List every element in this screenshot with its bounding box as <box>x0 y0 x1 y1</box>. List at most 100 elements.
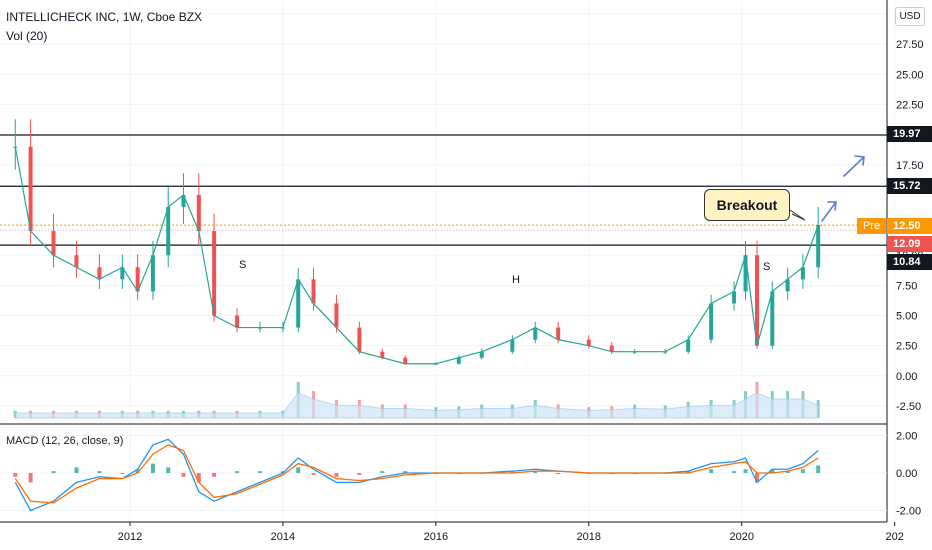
macd-histogram-bar <box>380 471 385 473</box>
label-head: H <box>512 274 520 286</box>
time-tick-label: 202 <box>885 531 903 543</box>
macd-histogram-bar <box>785 471 790 473</box>
level-tag-15-72: 15.72 <box>887 178 932 194</box>
macd-histogram-bar <box>533 471 538 473</box>
macd-histogram-bar <box>150 463 155 473</box>
candle-body <box>357 327 362 352</box>
up-arrows <box>821 155 865 222</box>
candle-body <box>166 206 171 256</box>
volume-indicator-label[interactable]: Vol (20) <box>6 29 48 43</box>
candle-body <box>709 303 714 340</box>
candle-body <box>334 303 339 328</box>
price-tick-label: 7.50 <box>896 280 917 292</box>
time-tick-label: 2014 <box>271 531 295 543</box>
macd-histogram-bar <box>212 473 217 477</box>
price-axis-ticks: 30.0027.5025.0022.5017.5010.007.505.002.… <box>896 9 924 413</box>
macd-line <box>14 438 819 512</box>
volume-ma-area <box>14 392 819 419</box>
macd-histogram-bar <box>556 473 561 474</box>
macd-histogram-bar <box>166 467 171 473</box>
price-tick-label: 2.50 <box>896 341 917 353</box>
macd-histogram-bar <box>135 469 140 473</box>
macd-histogram-bar <box>357 473 362 475</box>
macd-histogram-bar <box>334 473 339 477</box>
candle-body <box>403 357 408 364</box>
time-tick-label: 2016 <box>424 531 448 543</box>
macd-title: MACD (12, 26, close, 9) <box>6 435 123 447</box>
price-series-line <box>14 146 819 365</box>
breakout-callout[interactable]: Breakout <box>704 189 790 221</box>
macd-axis-ticks: 2.00 0.00 -2.00 <box>896 431 921 518</box>
candle-body <box>296 279 301 328</box>
macd-histogram-bar <box>296 467 301 473</box>
candle-body <box>586 339 591 346</box>
macd-histogram <box>13 463 821 483</box>
macd-histogram-bar <box>120 473 125 474</box>
chart-title: INTELLICHECK INC, 1W, Cboe BZX <box>6 10 203 24</box>
candle-body <box>196 194 201 232</box>
price-candles <box>13 119 821 365</box>
macd-tick-label: 0.00 <box>896 468 917 480</box>
candle-body <box>212 231 217 316</box>
level-tag-19-97: 19.97 <box>887 126 932 142</box>
price-tick-label: 17.50 <box>896 160 924 172</box>
candle-body <box>311 279 316 304</box>
candle-body <box>51 231 56 256</box>
price-tick-label: 22.50 <box>896 99 924 111</box>
signal-line <box>14 444 819 504</box>
macd-histogram-bar <box>709 469 714 473</box>
candle-body <box>120 267 125 280</box>
candle-body <box>785 279 790 292</box>
macd-tick-label: -2.00 <box>896 506 921 518</box>
candle-body <box>456 357 461 364</box>
macd-histogram-bar <box>181 473 186 477</box>
candle-body <box>800 267 805 280</box>
price-tick-label: -2.50 <box>896 401 921 413</box>
macd-histogram-bar <box>686 471 691 473</box>
candle-body <box>732 291 737 304</box>
currency-button[interactable]: USD <box>895 7 925 26</box>
price-tick-label: 5.00 <box>896 311 917 323</box>
candle-body <box>380 351 385 358</box>
grid <box>0 2 896 518</box>
candle-body <box>770 291 775 346</box>
candle-body <box>479 351 484 358</box>
candle-body <box>743 255 748 292</box>
macd-histogram-bar <box>403 471 408 473</box>
time-tick-label: 2020 <box>729 531 753 543</box>
macd-histogram-bar <box>770 469 775 473</box>
last-price-tag: 12.09 <box>887 236 932 252</box>
macd-histogram-bar <box>97 471 102 473</box>
candle-body <box>97 267 102 280</box>
candle-body <box>816 225 821 268</box>
macd-histogram-bar <box>816 465 821 473</box>
macd-histogram-bar <box>800 469 805 473</box>
level-tag-10-84: 10.84 <box>887 254 932 270</box>
macd-histogram-bar <box>755 473 760 483</box>
premarket-badge: Pre <box>857 218 886 234</box>
arrow-upper <box>843 155 865 177</box>
candle-body <box>609 345 614 352</box>
macd-histogram-bar <box>235 471 240 473</box>
candle-body <box>135 267 140 292</box>
candle-body <box>150 255 155 292</box>
candle-body <box>74 255 79 268</box>
macd-histogram-bar <box>257 471 262 473</box>
price-tick-label: 27.50 <box>896 39 924 51</box>
macd-histogram-bar <box>51 471 56 473</box>
time-tick-label: 2018 <box>577 531 601 543</box>
macd-histogram-bar <box>280 471 285 473</box>
candle-body <box>755 255 760 346</box>
macd-histogram-bar <box>74 467 79 473</box>
macd-tick-label: 2.00 <box>896 431 917 443</box>
time-axis-ticks: 2012 2014 2016 2018 2020 202 <box>118 522 904 543</box>
macd-histogram-bar <box>510 471 515 473</box>
candle-body <box>556 327 561 340</box>
level-lines <box>0 134 887 246</box>
candle-body <box>28 146 33 232</box>
macd-histogram-bar <box>28 473 33 483</box>
candle-body <box>181 194 186 207</box>
macd-histogram-bar <box>196 473 201 483</box>
premarket-price-tag: 12.50 <box>887 218 932 234</box>
